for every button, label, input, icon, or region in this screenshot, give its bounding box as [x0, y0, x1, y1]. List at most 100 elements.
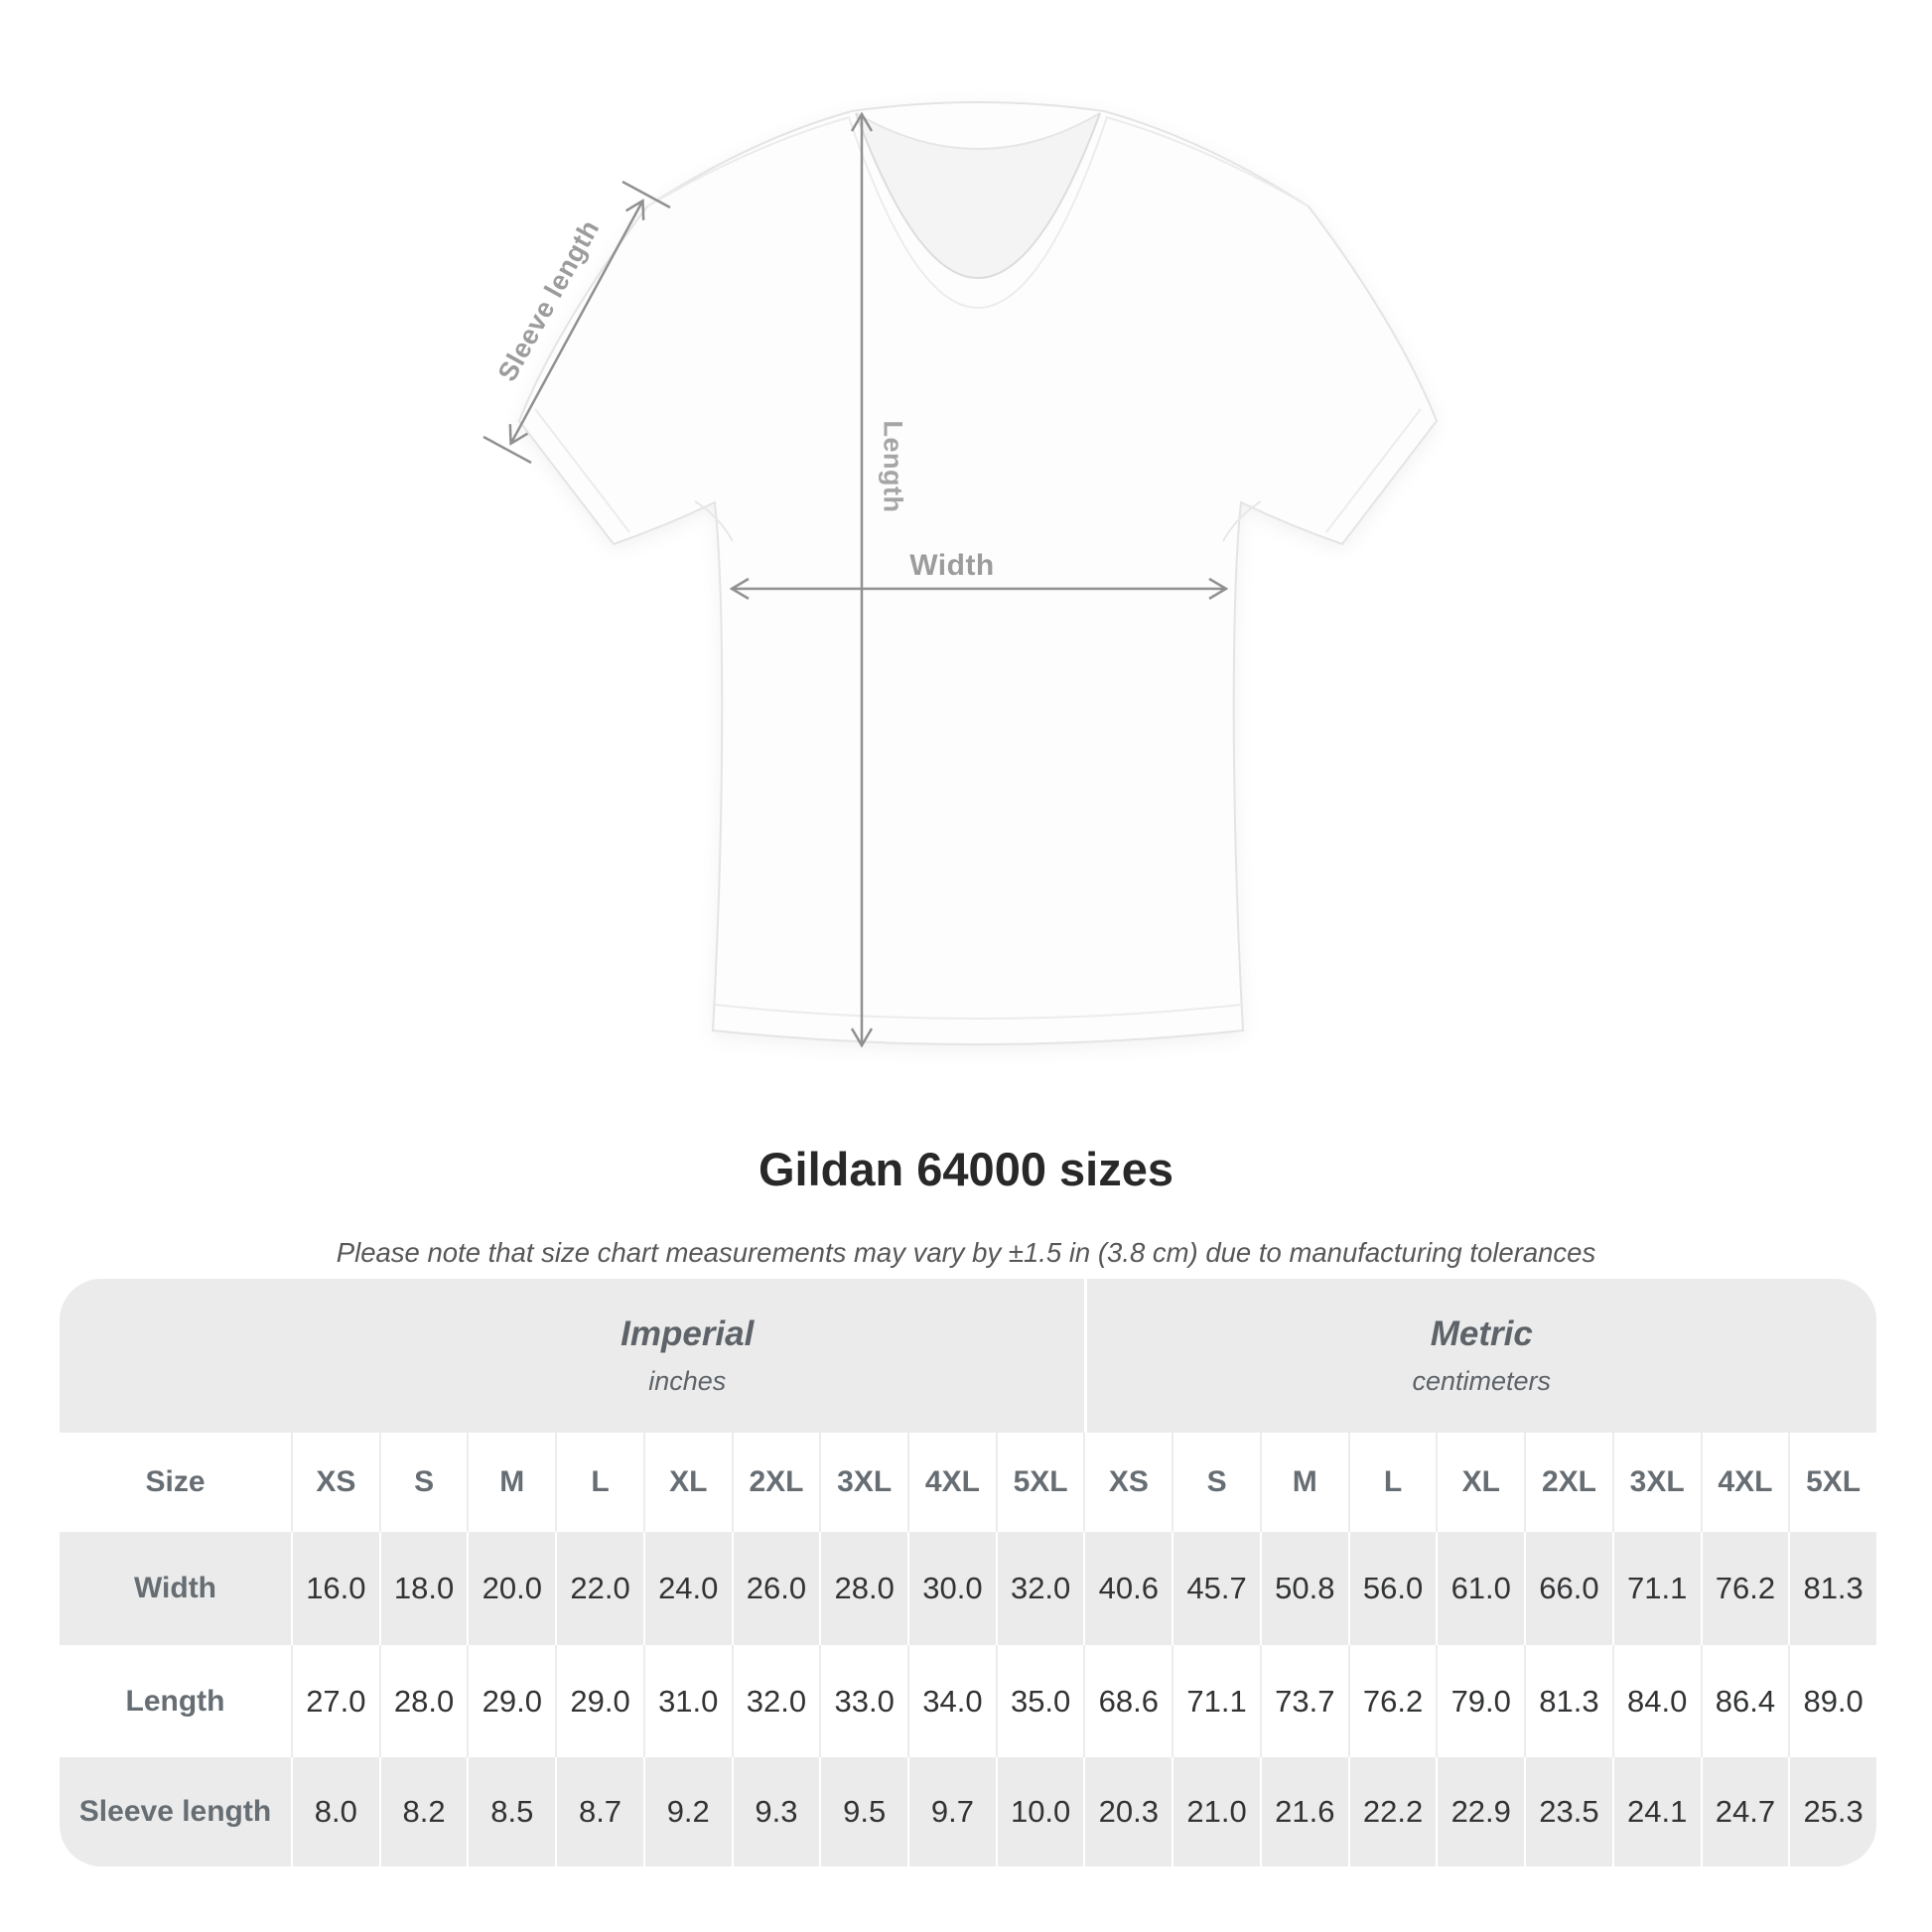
- cell-length-imperial-xs: 27.0: [291, 1645, 379, 1757]
- cell-width-metric-xl: 61.0: [1436, 1532, 1524, 1645]
- cell-sleeve-length-imperial-m: 8.5: [467, 1757, 555, 1866]
- size-header-metric-s: S: [1172, 1433, 1260, 1532]
- size-header-imperial-xs: XS: [291, 1433, 379, 1532]
- cell-width-metric-3xl: 71.1: [1611, 1532, 1701, 1645]
- cell-length-imperial-4xl: 34.0: [907, 1645, 996, 1757]
- cuff-seam-right: [1325, 408, 1422, 533]
- cell-length-imperial-2xl: 32.0: [731, 1645, 820, 1757]
- cell-sleeve-length-imperial-l: 8.7: [555, 1757, 643, 1866]
- armpit-fold-left: [694, 500, 734, 542]
- collar-back-edge: [855, 112, 1101, 150]
- length-label: Length: [878, 420, 908, 513]
- cell-sleeve-length-imperial-5xl: 10.0: [995, 1757, 1084, 1866]
- cell-sleeve-length-metric-xl: 22.9: [1436, 1757, 1524, 1866]
- cell-width-imperial-m: 20.0: [467, 1532, 555, 1645]
- cell-length-metric-xs: 68.6: [1083, 1645, 1172, 1757]
- cell-length-metric-3xl: 84.0: [1611, 1645, 1701, 1757]
- cell-sleeve-length-imperial-xl: 9.2: [642, 1757, 732, 1866]
- hem-seam: [714, 1004, 1242, 1020]
- size-header-metric-3xl: 3XL: [1611, 1433, 1701, 1532]
- dimension-arrows: [483, 115, 1225, 1044]
- size-header-imperial-3xl: 3XL: [819, 1433, 907, 1532]
- size-header-imperial-l: L: [555, 1433, 643, 1532]
- cell-sleeve-length-imperial-s: 8.2: [378, 1757, 468, 1866]
- cell-sleeve-length-metric-2xl: 23.5: [1524, 1757, 1612, 1866]
- size-header-imperial-5xl: 5XL: [995, 1433, 1084, 1532]
- width-row: Width 16.0 18.0 20.0 22.0 24.0 26.0 28.0 30.0 32.…: [60, 1532, 1876, 1645]
- row-label-width: Width: [133, 1572, 217, 1604]
- size-header-imperial-4xl: 4XL: [907, 1433, 996, 1532]
- cell-length-metric-s: 71.1: [1172, 1645, 1260, 1757]
- size-header-metric-5xl: 5XL: [1788, 1433, 1876, 1532]
- metric-group-subtitle: centimeters: [1412, 1366, 1552, 1396]
- page-subtitle: Please note that size chart measurements…: [336, 1237, 1596, 1268]
- imperial-group-header: Imperial inches: [291, 1279, 1084, 1433]
- page-title: Gildan 64000 sizes: [758, 1143, 1174, 1195]
- cell-width-imperial-xs: 16.0: [291, 1532, 379, 1645]
- cell-length-imperial-xl: 31.0: [642, 1645, 732, 1757]
- collar-front-rim: [855, 112, 1101, 279]
- cell-sleeve-length-metric-5xl: 25.3: [1788, 1757, 1876, 1866]
- cell-width-metric-2xl: 66.0: [1524, 1532, 1612, 1645]
- cell-length-imperial-5xl: 35.0: [995, 1645, 1084, 1757]
- cell-width-imperial-s: 18.0: [378, 1532, 468, 1645]
- cell-width-metric-s: 45.7: [1172, 1532, 1260, 1645]
- cell-width-metric-4xl: 76.2: [1700, 1532, 1789, 1645]
- armpit-fold-right: [1222, 500, 1262, 542]
- size-header-imperial-s: S: [378, 1433, 468, 1532]
- cell-sleeve-length-metric-3xl: 24.1: [1611, 1757, 1701, 1866]
- cell-width-imperial-2xl: 26.0: [731, 1532, 820, 1645]
- cell-sleeve-length-metric-4xl: 24.7: [1700, 1757, 1789, 1866]
- shoulder-seam-right: [1105, 116, 1310, 207]
- sleeve-length-row: Sleeve length 8.0 8.2 8.5 8.7 9.2 9.3 9.5 9.7 10.…: [60, 1757, 1876, 1866]
- cell-width-metric-5xl: 81.3: [1788, 1532, 1876, 1645]
- size-header-row: Size XS S M L XL 2XL 3XL 4XL 5XL XS S M L XL 2XL 3XL 4XL 5…: [60, 1433, 1876, 1532]
- tshirt-illustration: [517, 101, 1439, 1045]
- cell-length-imperial-l: 29.0: [555, 1645, 643, 1757]
- size-header-metric-xl: XL: [1436, 1433, 1524, 1532]
- size-table: Imperial inches Metric centimeters Size X…: [60, 1279, 1876, 1866]
- band-spacer: [60, 1279, 291, 1433]
- metric-group-title: Metric: [1430, 1314, 1533, 1353]
- cell-sleeve-length-metric-xs: 20.3: [1083, 1757, 1172, 1866]
- size-header-metric-l: L: [1347, 1433, 1437, 1532]
- shoulder-seam-left: [646, 116, 851, 207]
- size-header-imperial-2xl: 2XL: [731, 1433, 820, 1532]
- size-header-metric-m: M: [1259, 1433, 1348, 1532]
- cell-length-imperial-m: 29.0: [467, 1645, 555, 1757]
- cell-sleeve-length-imperial-3xl: 9.5: [819, 1757, 907, 1866]
- cell-length-metric-m: 73.7: [1259, 1645, 1348, 1757]
- size-header-imperial-m: M: [467, 1433, 555, 1532]
- cell-width-metric-xs: 40.6: [1083, 1532, 1172, 1645]
- row-label-sleeve-length: Sleeve length: [78, 1795, 272, 1828]
- cell-length-metric-5xl: 89.0: [1788, 1645, 1876, 1757]
- cell-length-metric-4xl: 86.4: [1700, 1645, 1789, 1757]
- cell-width-imperial-xl: 24.0: [642, 1532, 732, 1645]
- metric-group-header: Metric centimeters: [1083, 1279, 1877, 1433]
- cell-length-metric-xl: 79.0: [1436, 1645, 1524, 1757]
- length-row: Length 27.0 28.0 29.0 29.0 31.0 32.0 33.0 34.0 35…: [60, 1645, 1876, 1757]
- collar-front-seam: [848, 116, 1108, 309]
- cell-width-metric-m: 50.8: [1259, 1532, 1348, 1645]
- imperial-group-subtitle: inches: [648, 1366, 727, 1396]
- cell-sleeve-length-metric-l: 22.2: [1347, 1757, 1437, 1866]
- row-label-length: Length: [125, 1684, 225, 1718]
- sleeve-arrow-cap-bottom: [483, 435, 532, 465]
- size-header-metric-4xl: 4XL: [1700, 1433, 1789, 1532]
- unit-group-band: Imperial inches Metric centimeters: [60, 1279, 1876, 1433]
- cell-length-metric-l: 76.2: [1347, 1645, 1437, 1757]
- cell-sleeve-length-metric-s: 21.0: [1172, 1757, 1260, 1866]
- cell-width-imperial-l: 22.0: [555, 1532, 643, 1645]
- imperial-group-title: Imperial: [621, 1314, 755, 1353]
- cell-width-imperial-5xl: 32.0: [995, 1532, 1084, 1645]
- cell-width-imperial-3xl: 28.0: [819, 1532, 907, 1645]
- size-header-metric-xs: XS: [1083, 1433, 1172, 1532]
- cell-width-metric-l: 56.0: [1347, 1532, 1437, 1645]
- size-header-metric-2xl: 2XL: [1524, 1433, 1612, 1532]
- cell-sleeve-length-imperial-2xl: 9.3: [731, 1757, 820, 1866]
- cell-length-imperial-3xl: 33.0: [819, 1645, 907, 1757]
- cell-sleeve-length-imperial-4xl: 9.7: [907, 1757, 996, 1866]
- sleeve-length-arrow: [511, 202, 642, 443]
- cell-sleeve-length-metric-m: 21.6: [1259, 1757, 1348, 1866]
